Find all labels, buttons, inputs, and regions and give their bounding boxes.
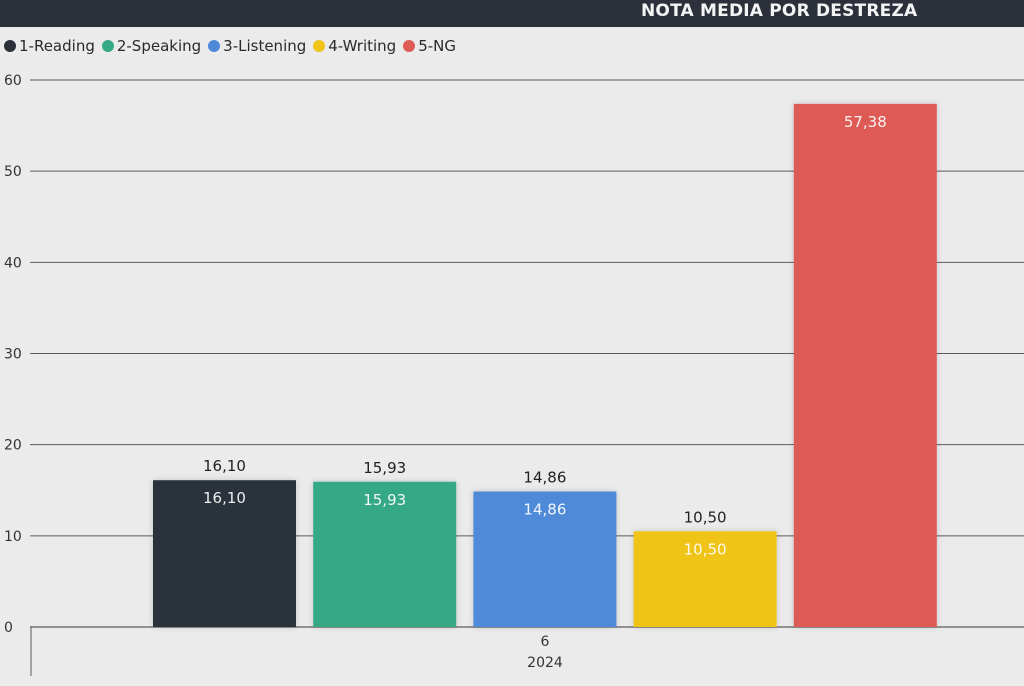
bar-speaking	[313, 481, 457, 627]
y-tick-label: 50	[4, 164, 22, 180]
data-label-inside-ng: 57,38	[844, 113, 887, 131]
legend-label-ng: 5-NG	[418, 37, 456, 55]
data-label-inside-listening: 14,86	[523, 501, 566, 519]
chart-title: NOTA MEDIA POR DESTREZA	[641, 1, 918, 21]
data-label-outside-listening: 14,86	[523, 469, 566, 487]
title-bar: NOTA MEDIA POR DESTREZA	[0, 0, 1024, 27]
data-labels: 16,10 16,10 15,93 15,93 14,86 14,86 10,50 10,50…	[203, 113, 887, 558]
x-group-label: 2024	[527, 655, 563, 671]
data-label-inside-reading: 16,10	[203, 489, 246, 507]
data-label-inside-writing: 10,50	[684, 540, 727, 558]
axes: 0 10 20 30 40 50 60 6 2024	[4, 73, 563, 676]
bar-ng	[793, 103, 937, 627]
y-tick-label: 20	[4, 438, 22, 454]
legend-item-speaking[interactable]: 2-Speaking	[101, 37, 202, 55]
legend-label-listening: 3-Listening	[223, 37, 307, 55]
bar-reading	[153, 480, 296, 627]
legend: 1-Reading 2-Speaking 3-Listening 4-Writi…	[4, 36, 463, 56]
data-label-inside-speaking: 15,93	[363, 491, 406, 509]
y-tick-label: 60	[4, 73, 22, 89]
legend-item-reading[interactable]: 1-Reading	[4, 37, 95, 55]
bar-listening	[473, 491, 617, 627]
y-tick-label: 40	[4, 255, 22, 271]
data-label-outside-writing: 10,50	[684, 508, 727, 526]
legend-label-writing: 4-Writing	[328, 37, 397, 55]
data-label-outside-speaking: 15,93	[363, 459, 406, 477]
legend-dot-ng	[403, 40, 416, 52]
x-tick-label: 6	[541, 634, 550, 650]
legend-item-writing[interactable]: 4-Writing	[313, 37, 396, 55]
y-tick-label: 0	[4, 620, 13, 636]
legend-item-listening[interactable]: 3-Listening	[208, 37, 306, 55]
bar-writing	[633, 531, 777, 627]
legend-dot-reading	[4, 40, 16, 52]
bars	[153, 103, 937, 627]
legend-item-ng[interactable]: 5-NG	[403, 37, 456, 55]
y-tick-label: 30	[4, 347, 22, 363]
legend-label-reading: 1-Reading	[19, 37, 95, 55]
y-tick-label: 10	[4, 529, 22, 545]
legend-dot-listening	[208, 40, 221, 52]
legend-dot-writing	[313, 40, 326, 52]
legend-dot-speaking	[101, 40, 114, 52]
legend-label-speaking: 2-Speaking	[116, 37, 202, 55]
data-label-outside-reading: 16,10	[203, 457, 246, 475]
